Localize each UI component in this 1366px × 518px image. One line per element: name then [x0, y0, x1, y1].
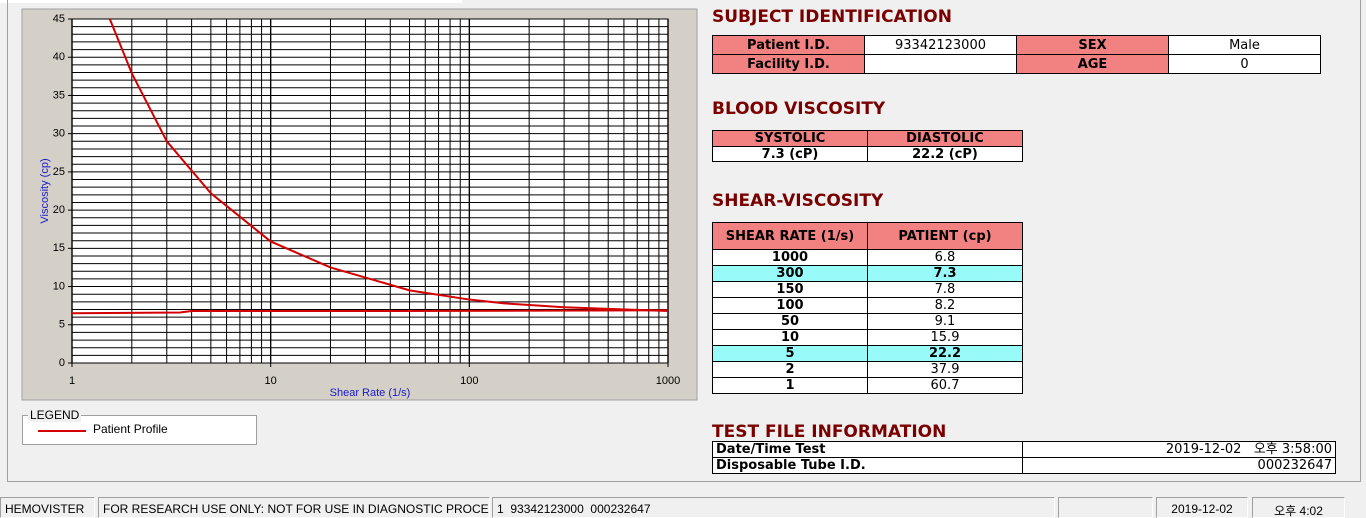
shear-rate-cell: 100 [712, 297, 868, 314]
patient-cell: 37.9 [867, 361, 1023, 378]
series-line [108, 19, 668, 313]
section-title: SHEAR-VISCOSITY [712, 191, 884, 211]
y-tick-label: 40 [53, 51, 65, 63]
tab-strip [0, 0, 462, 3]
info-label: Date/Time Test [712, 441, 1023, 458]
section-title: SUBJECT IDENTIFICATION [712, 7, 952, 27]
frame-edge [7, 481, 1360, 482]
status-cell: 1 93342123000 000232647 [492, 497, 1055, 518]
y-tick-label: 25 [53, 166, 65, 178]
field-label: AGE [1016, 54, 1169, 74]
x-tick-label: 10 [265, 375, 277, 387]
y-tick-label: 15 [53, 242, 65, 254]
chart: 0 5 10 15 20 25 30 35 40 45 1 10 100 1000 Shear Rate (… [21, 8, 698, 401]
status-cell: 2019-12-02 [1156, 497, 1248, 518]
patient-cell: 60.7 [867, 377, 1023, 394]
section-title: TEST FILE INFORMATION [712, 422, 947, 442]
shear-rate-cell: 10 [712, 329, 868, 346]
field-label: SEX [1016, 35, 1169, 55]
x-axis-label: Shear Rate (1/s) [330, 387, 411, 399]
field-value [864, 54, 1017, 74]
patient-cell: 22.2 [867, 345, 1023, 362]
shear-rate-cell: 2 [712, 361, 868, 378]
y-tick-label: 35 [53, 89, 65, 101]
plot-border [71, 18, 669, 364]
frame-edge [7, 0, 8, 482]
field-label: Patient I.D. [712, 35, 865, 55]
patient-cell: 8.2 [867, 297, 1023, 314]
legend-swatch [38, 430, 86, 432]
field-value: Male [1168, 35, 1321, 55]
y-axis-label: Viscosity (cp) [39, 158, 51, 223]
patient-cell: 15.9 [867, 329, 1023, 346]
column-header: SHEAR RATE (1/s) [712, 222, 868, 250]
status-cell [1058, 497, 1153, 518]
patient-cell: 6.8 [867, 249, 1023, 266]
legend-label: Patient Profile [93, 422, 168, 436]
y-tick-label: 45 [53, 13, 65, 25]
x-tick-label: 1 [69, 375, 75, 387]
column-header: DIASTOLIC [867, 130, 1023, 147]
patient-cell: 9.1 [867, 313, 1023, 330]
section-title: BLOOD VISCOSITY [712, 99, 886, 119]
frame-edge [1360, 0, 1361, 482]
y-tick-label: 20 [53, 204, 65, 216]
status-cell: 오후 4:02 [1252, 497, 1345, 518]
shear-rate-cell: 1000 [712, 249, 868, 266]
y-tick-label: 30 [53, 128, 65, 140]
shear-rate-cell: 50 [712, 313, 868, 330]
series-line [72, 309, 668, 315]
x-tick-label: 1000 [656, 375, 680, 387]
y-tick-label: 5 [59, 319, 65, 331]
status-cell: FOR RESEARCH USE ONLY: NOT FOR USE IN DI… [98, 497, 490, 518]
status-cell: HEMOVISTER [0, 497, 95, 518]
y-tick-label: 10 [53, 280, 65, 292]
field-label: Facility I.D. [712, 54, 865, 74]
x-tick-label: 100 [460, 375, 478, 387]
column-header: SYSTOLIC [712, 130, 868, 147]
patient-cell: 7.3 [867, 265, 1023, 282]
field-value: 0 [1168, 54, 1321, 74]
info-value: 000232647 [1022, 457, 1336, 474]
shear-rate-cell: 150 [712, 281, 868, 298]
shear-rate-cell: 300 [712, 265, 868, 282]
y-tick-label: 0 [59, 357, 65, 369]
info-value: 2019-12-02 오후 3:58:00 [1022, 441, 1336, 458]
series-group [72, 19, 668, 315]
legend-title: LEGEND [28, 408, 82, 422]
field-value: 93342123000 [864, 35, 1017, 55]
info-label: Disposable Tube I.D. [712, 457, 1023, 474]
value-cell: 22.2 (cP) [867, 146, 1023, 162]
shear-rate-cell: 5 [712, 345, 868, 362]
shear-rate-cell: 1 [712, 377, 868, 394]
patient-cell: 7.8 [867, 281, 1023, 298]
column-header: PATIENT (cp) [867, 222, 1023, 250]
value-cell: 7.3 (cP) [712, 146, 868, 162]
plot-area [72, 19, 668, 363]
